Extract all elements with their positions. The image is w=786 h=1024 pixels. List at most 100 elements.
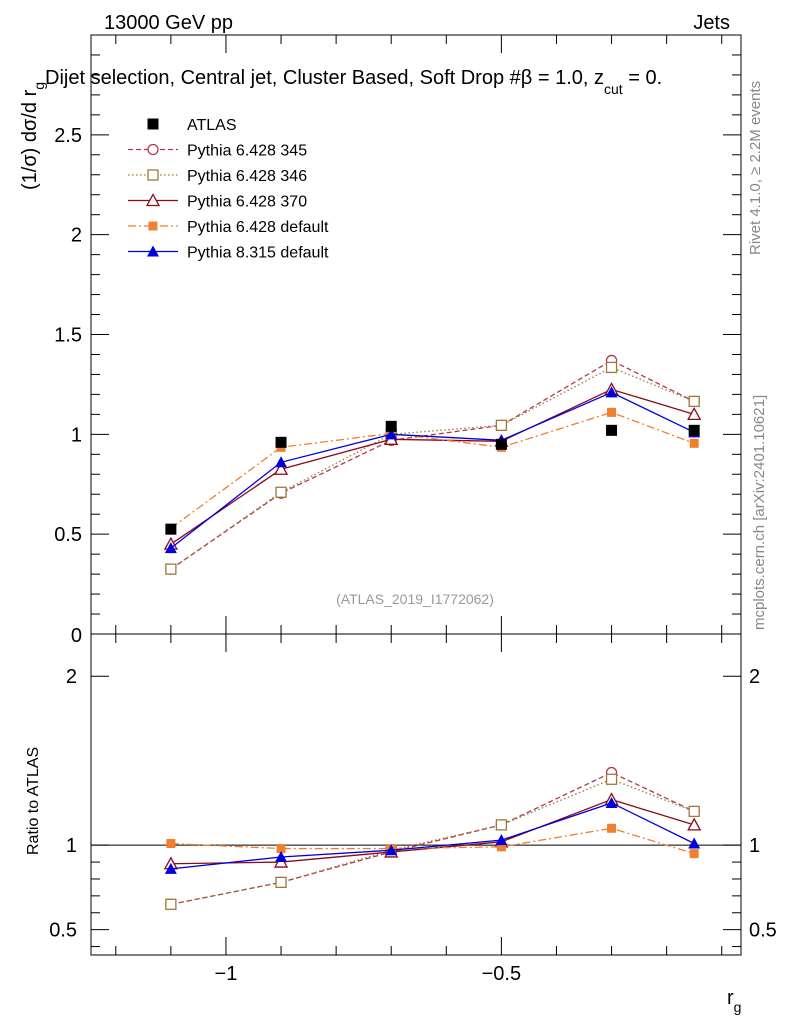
ratio-panel-frame — [90, 633, 742, 956]
ratio-series-py8_default — [164, 796, 701, 874]
legend-marker-py6_346 — [147, 169, 159, 181]
selection-title-sub: cut — [604, 81, 623, 97]
data-point-py6_346 — [495, 419, 508, 431]
ratio-point-py8_default — [164, 862, 177, 874]
data-point-py8_default — [164, 542, 177, 554]
ratio-point-py8_default — [275, 851, 288, 863]
data-point-atlas — [495, 438, 507, 450]
legend-entry-py6_default: Pythia 6.428 default — [128, 219, 329, 236]
data-point-py6_default — [689, 438, 699, 448]
series-line-py6_default — [170, 411, 695, 529]
ratio-y-tick-label: 2 — [66, 666, 77, 688]
main-ylabel-sub: g — [31, 82, 47, 90]
ratio-point-py8_default — [385, 844, 398, 856]
legend-marker-atlas — [147, 118, 159, 130]
legend-label-py6_370: Pythia 6.428 370 — [187, 194, 307, 211]
analysis-watermark: (ATLAS_2019_I1772062) — [336, 591, 494, 607]
ratio-point-py6_default — [276, 844, 286, 854]
ratio-series-py6_346 — [165, 773, 700, 910]
legend-marker-py6_default — [148, 221, 158, 231]
main-y-tick-label-zero: 0 — [71, 625, 82, 647]
data-point-py6_346 — [165, 563, 177, 575]
legend-label-py6_345: Pythia 6.428 345 — [187, 143, 307, 160]
data-point-py8_default — [385, 428, 398, 440]
ratio-point-py6_346 — [605, 773, 618, 785]
ratio-y-tick-label: 1 — [66, 835, 77, 857]
ratio-y-tick-label-right: 0.5 — [749, 920, 777, 942]
data-point-py8_default — [605, 386, 618, 398]
ratio-point-py6_346 — [275, 876, 287, 889]
data-point-py6_370 — [273, 461, 289, 475]
main-y-tick-label: 1 — [71, 424, 82, 446]
ratio-point-py8_default — [688, 837, 701, 849]
data-point-atlas — [275, 436, 287, 448]
ratio-line-py8_default — [170, 802, 695, 870]
legend-label-py8_default: Pythia 8.315 default — [187, 245, 329, 262]
main-y-tick-label: 0.5 — [54, 524, 82, 546]
ratio-xlabel-sub: g — [734, 999, 742, 1015]
series-line-py8_default — [170, 391, 695, 549]
ratio-y-tick-label: 0.5 — [49, 920, 77, 942]
data-point-atlas — [606, 424, 618, 436]
legend-label-atlas: ATLAS — [187, 117, 237, 134]
legend-entry-py6_345: Pythia 6.428 345 — [128, 143, 307, 160]
main-y-axis: 0.5 1 1.5 2 2.5 0 — [54, 54, 741, 647]
ratio-line-py6_370 — [170, 798, 695, 865]
ratio-point-py6_346 — [688, 805, 700, 818]
series-py6_345 — [165, 354, 700, 575]
x-tick-label: −0.5 — [482, 963, 521, 985]
selection-title-tail: = 0. — [623, 67, 662, 89]
data-point-atlas — [165, 523, 177, 535]
main-ylabel: (1/σ) dσ/d rg — [19, 82, 47, 190]
selection-title-main: Dijet selection, Central jet, Cluster Ba… — [45, 67, 604, 89]
ratio-ylabel: Ratio to ATLAS — [25, 747, 42, 855]
data-point-py6_346 — [605, 361, 618, 374]
series-line-py6_346 — [170, 366, 695, 570]
category-label: Jets — [693, 12, 730, 34]
ratio-point-py6_346 — [495, 819, 508, 831]
legend-entry-py6_346: Pythia 6.428 346 — [128, 168, 307, 185]
legend-marker-py6_345 — [147, 143, 159, 156]
ratio-point-py6_346 — [165, 898, 177, 910]
main-y-tick-label: 2.5 — [54, 125, 82, 147]
ratio-point-py6_default — [689, 849, 699, 859]
legend-marker-py6_370 — [145, 193, 161, 207]
ratio-xlabel: rg — [727, 987, 741, 1015]
data-point-atlas — [688, 424, 700, 436]
x-axis: −1 −0.5 — [115, 35, 723, 985]
selection-title: Dijet selection, Central jet, Cluster Ba… — [45, 67, 662, 97]
data-point-py6_346 — [688, 395, 700, 408]
legend-entry-atlas: ATLAS — [147, 117, 237, 134]
data-point-py6_370 — [687, 407, 702, 421]
legend-label-py6_default: Pythia 6.428 default — [187, 219, 329, 236]
ratio-series-py6_345 — [165, 766, 700, 910]
series-py8_default — [164, 386, 701, 554]
series-py6_default — [166, 407, 699, 533]
main-series-layer — [163, 354, 702, 575]
data-point-py6_346 — [275, 486, 287, 498]
data-point-py8_default — [275, 456, 288, 468]
main-ylabel-text: (1/σ) dσ/d r — [19, 89, 41, 190]
series-py6_370 — [163, 382, 702, 550]
legend-marker-py8_default — [147, 245, 159, 257]
ratio-point-py6_default — [496, 842, 506, 852]
ratio-line-py6_346 — [170, 778, 695, 905]
rivet-label: Rivet 4.1.0, ≥ 2.2M events — [747, 81, 764, 255]
ratio-point-py6_default — [607, 823, 617, 833]
ratio-point-py6_370 — [687, 817, 702, 831]
legend-entry-py6_370: Pythia 6.428 370 — [128, 193, 307, 211]
ratio-point-py6_default — [166, 838, 176, 848]
series-py6_346 — [165, 361, 700, 575]
series-line-py6_370 — [170, 388, 695, 545]
legend-entry-py8_default: Pythia 8.315 default — [128, 245, 329, 262]
legend-label-py6_346: Pythia 6.428 346 — [187, 168, 307, 185]
energy-label: 13000 GeV pp — [104, 12, 233, 34]
main-y-tick-label: 2 — [71, 225, 82, 247]
ratio-point-py8_default — [495, 834, 508, 846]
ratio-y-axis: 0.5 0.5 1 1 2 2 — [49, 666, 777, 948]
main-y-tick-label: 1.5 — [54, 325, 82, 347]
x-tick-label: −1 — [215, 963, 238, 985]
data-point-atlas — [385, 420, 397, 432]
ratio-y-tick-label-right: 2 — [749, 666, 760, 688]
